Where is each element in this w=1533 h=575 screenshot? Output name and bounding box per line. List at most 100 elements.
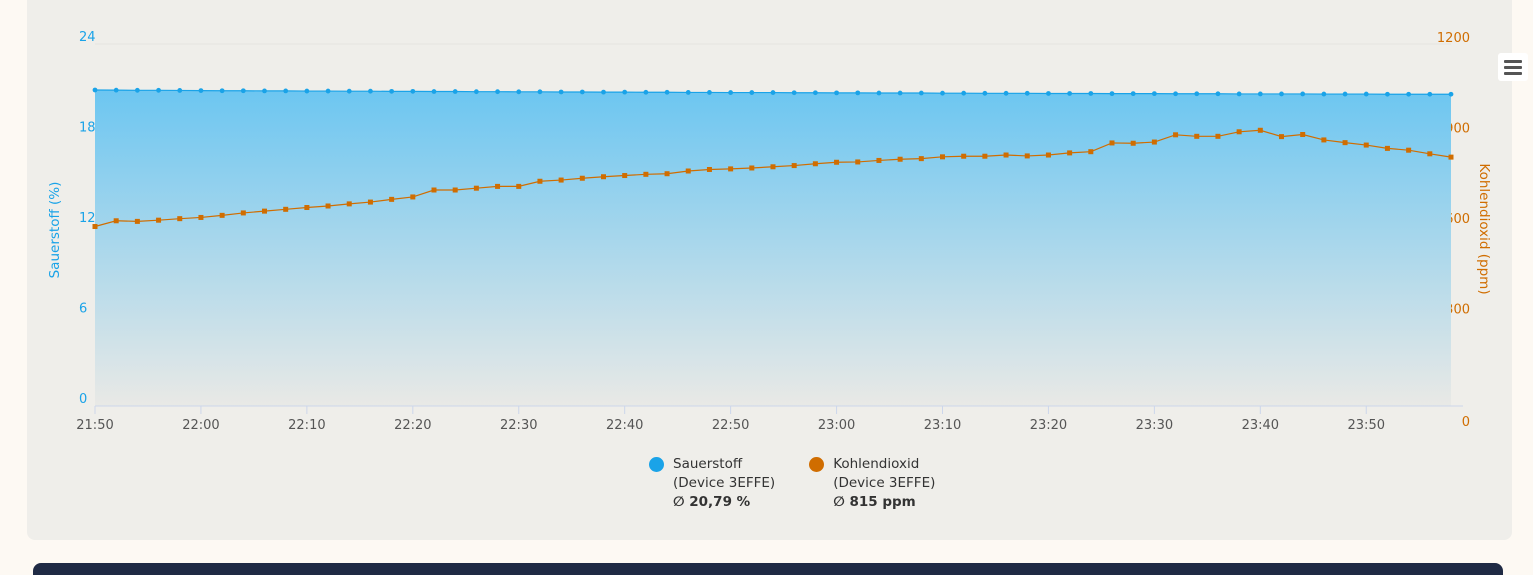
legend-device: (Device 3EFFE) xyxy=(833,475,936,491)
sauerstoff-point xyxy=(791,90,797,96)
kohlendioxid-point xyxy=(579,175,585,181)
legend-dot-icon xyxy=(649,457,664,472)
kohlendioxid-point xyxy=(1342,140,1348,146)
legend-item-sauerstoff[interactable]: Sauerstoff (Device 3EFFE) ∅ 20,79 % xyxy=(649,455,775,512)
legend-name: Sauerstoff xyxy=(673,456,743,472)
sauerstoff-point xyxy=(495,89,500,95)
kohlendioxid-point xyxy=(1045,152,1051,158)
kohlendioxid-point xyxy=(1088,149,1094,155)
kohlendioxid-point xyxy=(198,214,204,220)
sauerstoff-point xyxy=(601,89,606,95)
kohlendioxid-point xyxy=(1406,147,1412,153)
sauerstoff-point xyxy=(1385,91,1390,97)
x-tick-label: 23:00 xyxy=(818,418,855,433)
kohlendioxid-point xyxy=(918,156,924,162)
sauerstoff-point xyxy=(1067,91,1073,96)
chart-menu-button[interactable] xyxy=(1498,53,1528,81)
sauerstoff-point xyxy=(834,90,839,96)
sauerstoff-point xyxy=(452,89,458,94)
kohlendioxid-point xyxy=(283,206,289,212)
kohlendioxid-point xyxy=(876,157,882,163)
sauerstoff-point xyxy=(918,90,924,96)
sauerstoff-point xyxy=(346,88,352,94)
kohlendioxid-point xyxy=(452,187,458,193)
sauerstoff-point xyxy=(1279,91,1284,97)
sauerstoff-point xyxy=(1321,91,1327,97)
chart-panel: 0 6 12 18 24 0 300 600 900 1200 Sauerstoff (%) Kohl… xyxy=(27,0,1528,540)
kohlendioxid-point xyxy=(1130,140,1136,146)
sauerstoff-point xyxy=(1130,91,1136,97)
legend-dot-icon xyxy=(809,457,825,472)
sauerstoff-point xyxy=(1363,91,1369,97)
kohlendioxid-point xyxy=(516,183,522,189)
y-left-tick-label: 12 xyxy=(79,211,96,226)
kohlendioxid-point xyxy=(177,216,183,222)
kohlendioxid-point xyxy=(1236,129,1242,135)
sauerstoff-point xyxy=(1448,91,1454,97)
kohlendioxid-point xyxy=(728,166,734,172)
y-right-tick-label: 0 xyxy=(1462,415,1470,430)
kohlendioxid-point xyxy=(1173,132,1179,138)
kohlendioxid-point xyxy=(1300,132,1306,137)
kohlendioxid-point xyxy=(940,154,945,160)
sauerstoff-point xyxy=(325,88,331,94)
kohlendioxid-point xyxy=(770,164,776,170)
kohlendioxid-point xyxy=(219,212,225,218)
sauerstoff-point xyxy=(855,90,861,96)
kohlendioxid-point xyxy=(1067,150,1073,156)
sauerstoff-point xyxy=(1300,91,1306,97)
legend-device: (Device 3EFFE) xyxy=(673,475,776,491)
x-tick-label: 23:10 xyxy=(924,418,961,433)
sauerstoff-point xyxy=(728,90,734,95)
kohlendioxid-point xyxy=(791,163,797,169)
sauerstoff-point xyxy=(558,89,564,95)
kohlendioxid-point xyxy=(473,185,479,191)
sauerstoff-point xyxy=(1088,91,1094,96)
kohlendioxid-point xyxy=(431,187,437,193)
y-left-tick-label: 0 xyxy=(79,392,87,407)
next-card-bar xyxy=(33,563,1503,575)
sauerstoff-point xyxy=(579,89,585,95)
kohlendioxid-point xyxy=(1321,137,1327,143)
sauerstoff-point xyxy=(473,89,479,95)
sauerstoff-point xyxy=(1151,91,1157,97)
sauerstoff-point xyxy=(1024,90,1030,96)
sauerstoff-point xyxy=(961,90,967,96)
sauerstoff-point xyxy=(1109,91,1115,97)
sauerstoff-point xyxy=(812,90,818,96)
x-tick-label: 22:50 xyxy=(712,418,749,433)
kohlendioxid-point xyxy=(304,205,310,211)
sauerstoff-point xyxy=(1215,91,1221,97)
kohlendioxid-point xyxy=(982,153,988,159)
kohlendioxid-point xyxy=(622,173,628,179)
kohlendioxid-point xyxy=(240,210,246,216)
sauerstoff-point xyxy=(92,87,98,93)
sauerstoff-point xyxy=(897,90,903,96)
kohlendioxid-point xyxy=(812,161,818,167)
chart-svg: 0 6 12 18 24 0 300 600 900 1200 Sauerstoff (%) Kohl… xyxy=(47,30,1492,433)
sauerstoff-point xyxy=(113,87,119,93)
kohlendioxid-point xyxy=(685,168,691,174)
sauerstoff-point xyxy=(770,90,776,95)
legend-item-kohlendioxid[interactable]: Kohlendioxid (Device 3EFFE) ∅ 815 ppm xyxy=(809,455,935,512)
kohlendioxid-point xyxy=(1003,152,1009,158)
sauerstoff-point xyxy=(1257,91,1263,97)
sauerstoff-point xyxy=(389,88,395,94)
x-tick-label: 23:30 xyxy=(1136,418,1173,433)
kohlendioxid-point xyxy=(262,208,267,214)
sauerstoff-point xyxy=(1194,91,1200,97)
sauerstoff-point xyxy=(876,90,882,96)
sauerstoff-point xyxy=(707,90,712,95)
kohlendioxid-point xyxy=(601,174,606,180)
sauerstoff-point xyxy=(1427,91,1433,97)
x-tick-label: 22:30 xyxy=(500,418,537,433)
x-tick-label: 23:40 xyxy=(1242,418,1279,433)
kohlendioxid-point xyxy=(1215,133,1221,139)
x-tick-label: 22:10 xyxy=(288,418,325,433)
kohlendioxid-point xyxy=(643,171,649,177)
kohlendioxid-point xyxy=(1363,142,1369,148)
kohlendioxid-point xyxy=(389,196,395,202)
sauerstoff-point xyxy=(219,88,225,94)
kohlendioxid-point xyxy=(1279,134,1284,140)
kohlendioxid-point xyxy=(325,203,331,209)
